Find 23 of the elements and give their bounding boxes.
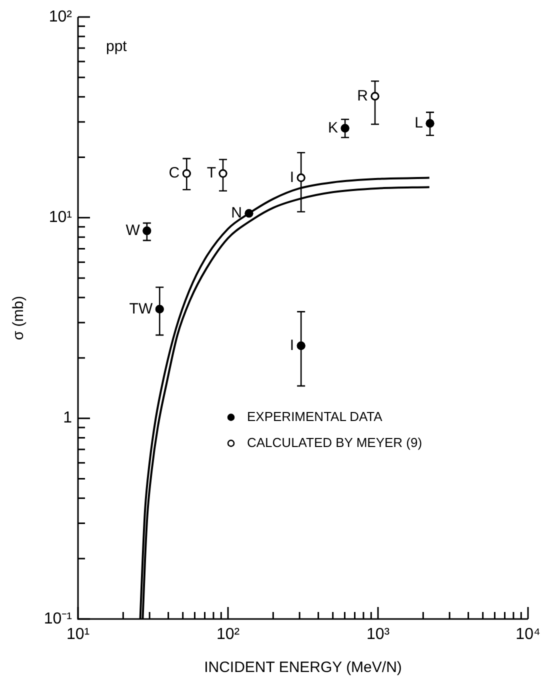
annotation: N: [231, 204, 242, 222]
annotation: C: [168, 164, 180, 182]
x-tick-label: 10³: [366, 626, 390, 644]
annotation: I: [290, 168, 294, 186]
annotation: I: [290, 336, 294, 354]
annotation: R: [357, 87, 368, 104]
y-tick-label: 10⁻¹: [44, 610, 72, 628]
y-tick-label: 1: [63, 410, 72, 427]
legend-label: CALCULATED BY MEYER (9): [247, 434, 422, 450]
y-axis-title: σ (mb): [10, 296, 28, 340]
x-tick-label: 10⁴: [516, 626, 540, 644]
legend-label: EXPERIMENTAL DATA: [247, 408, 383, 424]
annotation: TW: [129, 300, 154, 318]
x-tick-label: 10²: [216, 626, 240, 644]
annotation: W: [126, 222, 141, 239]
annotation: T: [206, 164, 216, 182]
annotation: K: [328, 119, 338, 136]
annotation: L: [414, 114, 424, 132]
annotation: ppt: [106, 38, 128, 56]
y-tick-label: 10²: [48, 8, 73, 26]
y-tick-label: 10¹: [48, 209, 72, 226]
x-tick-label: 10¹: [66, 626, 90, 644]
x-axis-title: INCIDENT ENERGY (MeV/N): [204, 659, 402, 676]
